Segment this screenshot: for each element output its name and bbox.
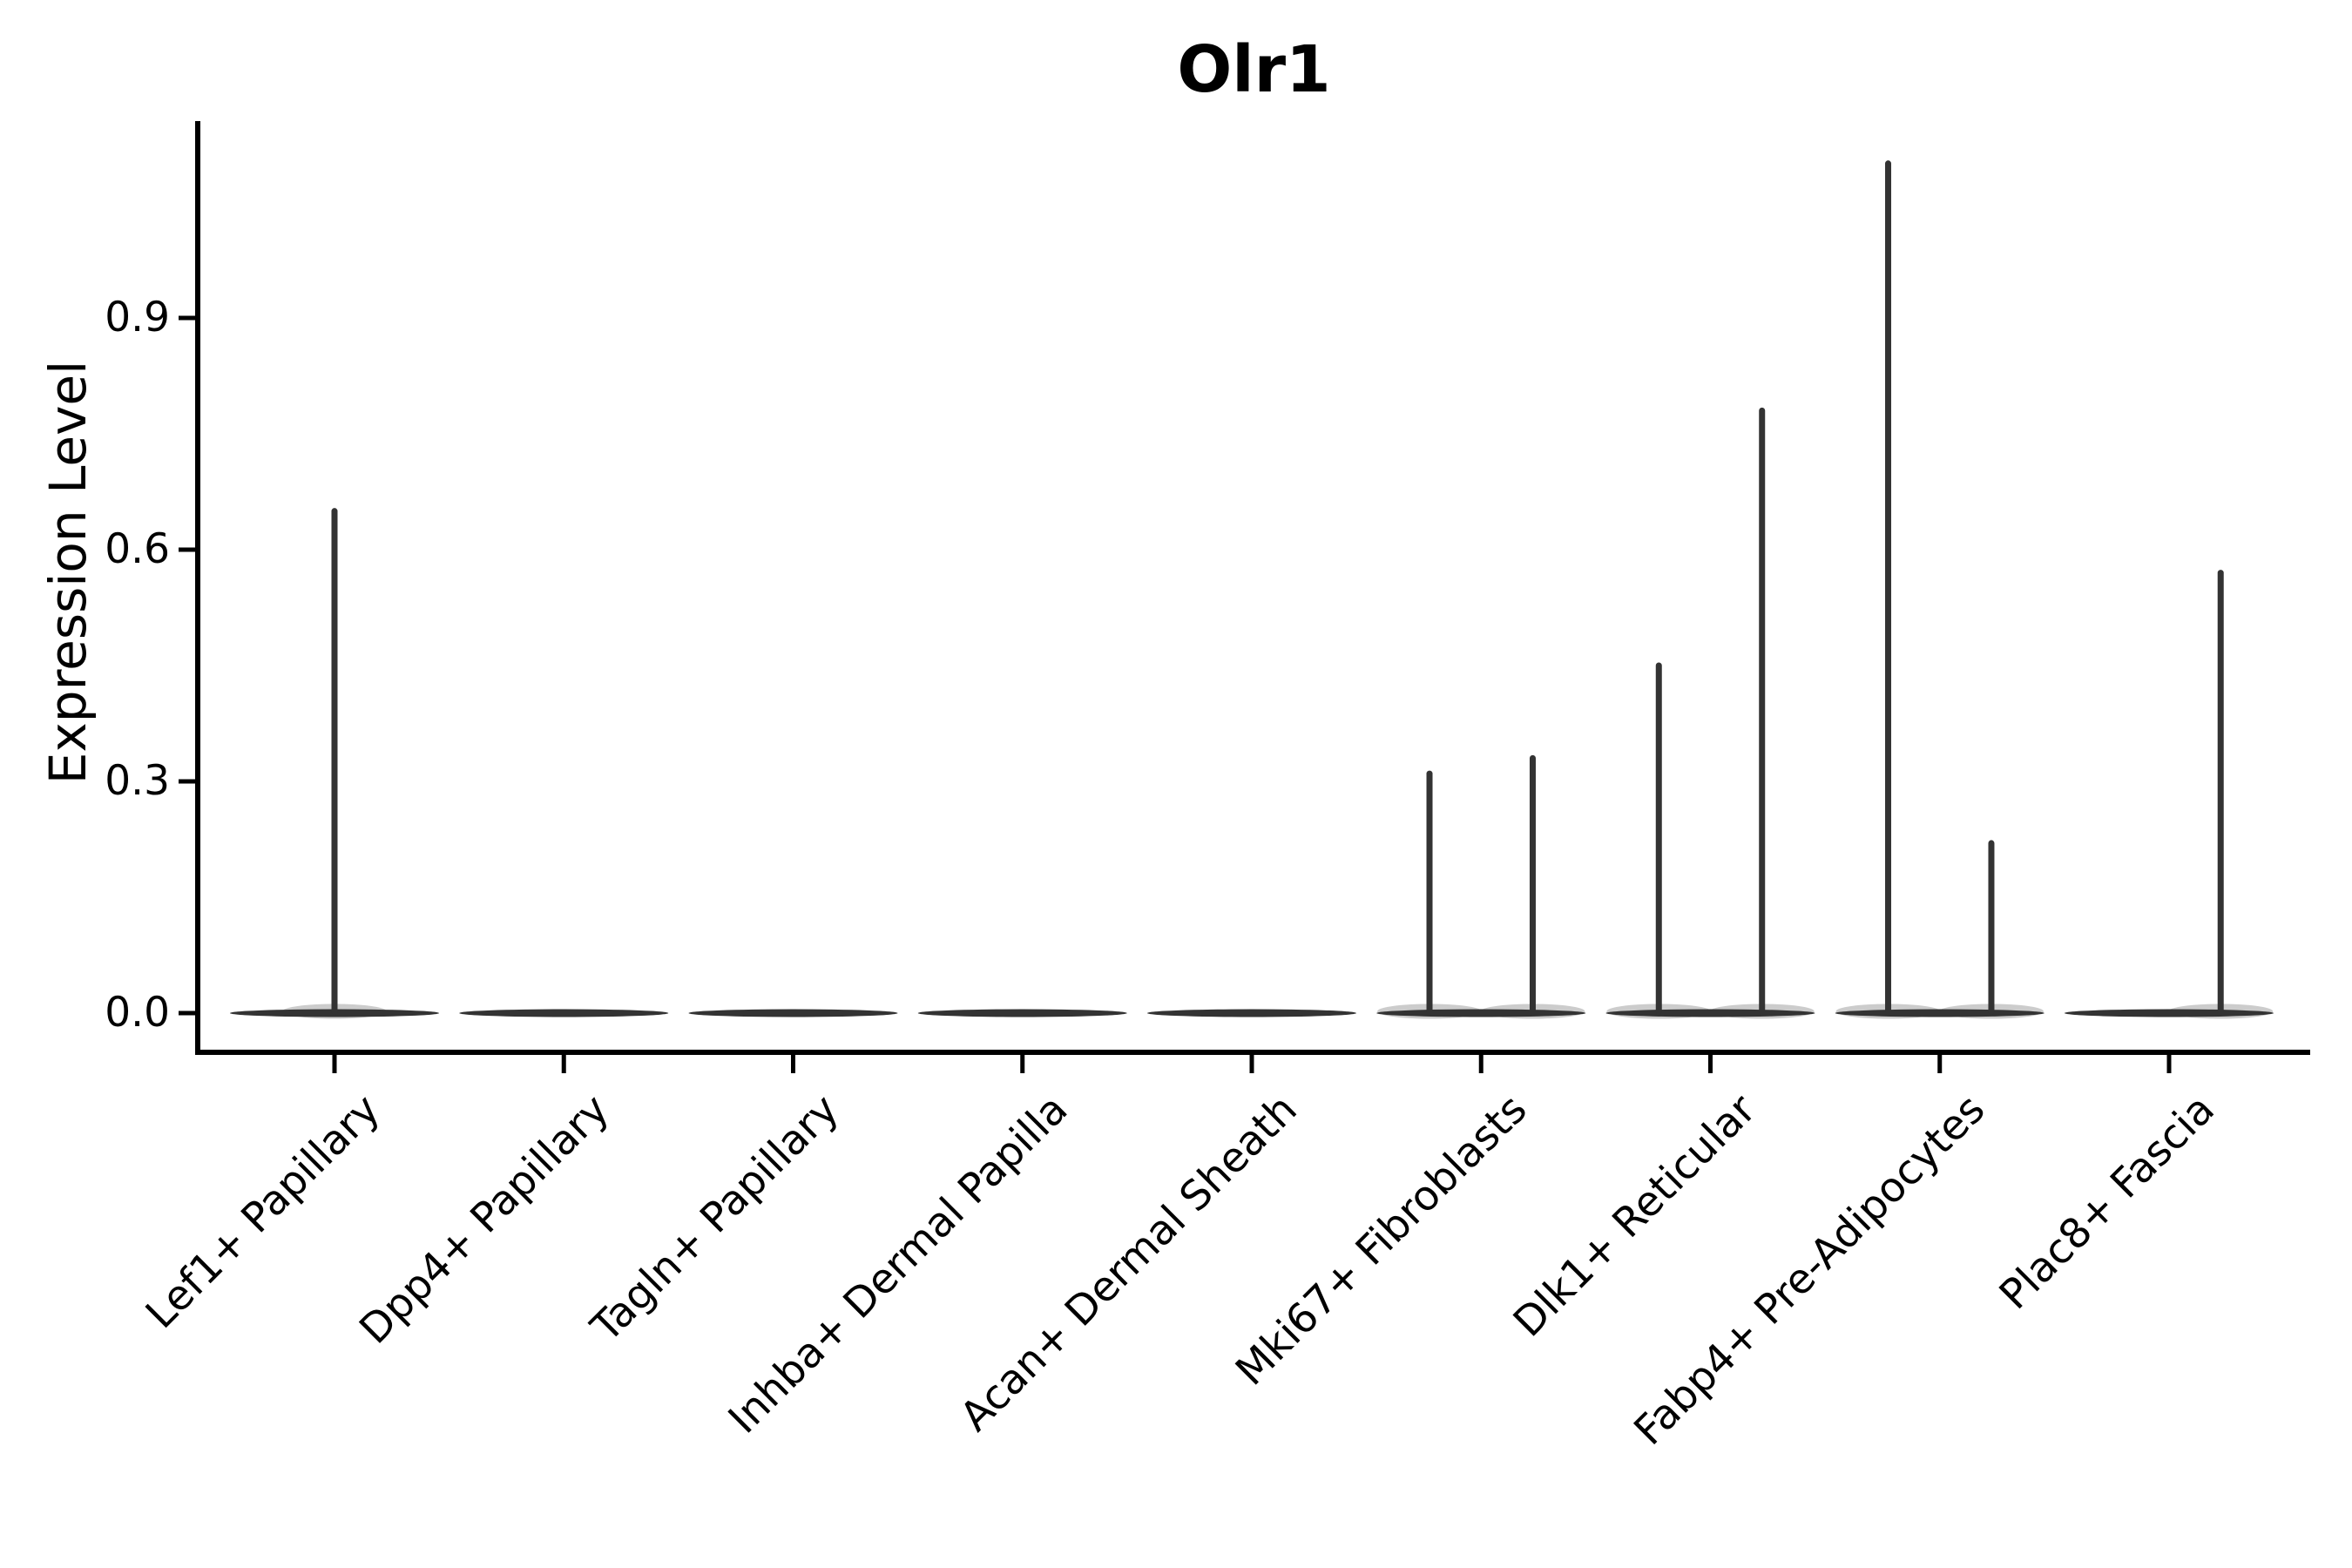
chart-title: Olr1	[1177, 32, 1331, 107]
violin-base	[2065, 1009, 2274, 1017]
violin-base	[1605, 1009, 1815, 1017]
y-tick-label: 0.6	[105, 524, 170, 573]
y-tick-label: 0.3	[105, 756, 170, 805]
violin-base	[917, 1009, 1127, 1017]
y-tick-label: 0.9	[105, 293, 170, 341]
violin-base	[688, 1009, 898, 1017]
violin-base	[1376, 1009, 1586, 1017]
y-tick-label: 0.0	[105, 989, 170, 1037]
violin-base	[459, 1009, 669, 1017]
violin-base	[1835, 1009, 2044, 1017]
violin-base	[1147, 1009, 1356, 1017]
